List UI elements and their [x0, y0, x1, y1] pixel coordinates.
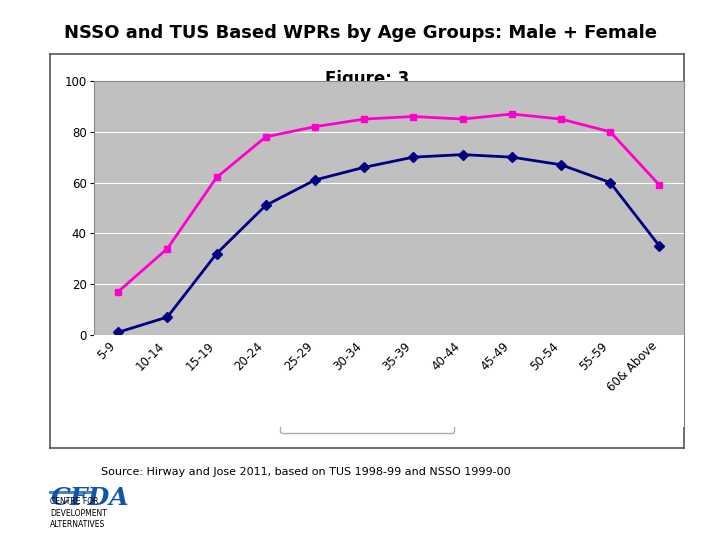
NSSO	[409, 154, 418, 160]
Legend: NSSO, TUS: NSSO, TUS	[280, 408, 454, 434]
Text: Source: Hirway and Jose 2011, based on TUS 1998-99 and NSSO 1999-00: Source: Hirway and Jose 2011, based on T…	[101, 467, 510, 477]
Text: 20-24: 20-24	[233, 340, 266, 373]
Text: 15-19: 15-19	[183, 340, 217, 373]
NSSO	[458, 151, 467, 158]
NSSO	[557, 161, 565, 168]
Text: 60& Above: 60& Above	[605, 340, 660, 394]
TUS	[311, 124, 320, 130]
TUS	[261, 133, 270, 140]
Text: 10-14: 10-14	[134, 340, 167, 373]
Text: 5-9: 5-9	[95, 340, 118, 362]
TUS	[163, 245, 172, 252]
NSSO	[655, 243, 664, 249]
NSSO	[360, 164, 369, 171]
Line: TUS: TUS	[114, 111, 663, 295]
Text: Figure: 3: Figure: 3	[325, 70, 410, 88]
Text: 35-39: 35-39	[380, 340, 413, 373]
NSSO	[261, 202, 270, 208]
Text: NSSO and TUS Based WPRs by Age Groups: Male + Female: NSSO and TUS Based WPRs by Age Groups: M…	[63, 24, 657, 42]
TUS	[409, 113, 418, 120]
Line: NSSO: NSSO	[114, 151, 663, 336]
Text: 30-34: 30-34	[331, 340, 364, 373]
Text: 25-29: 25-29	[282, 340, 315, 373]
Text: CENTRE FOR
DEVELOPMENT
ALTERNATIVES: CENTRE FOR DEVELOPMENT ALTERNATIVES	[50, 497, 107, 529]
Text: CFDA: CFDA	[50, 486, 129, 510]
NSSO	[163, 314, 172, 320]
NSSO	[212, 251, 221, 257]
NSSO	[311, 177, 320, 183]
NSSO	[508, 154, 516, 160]
TUS	[655, 182, 664, 188]
Text: 45-49: 45-49	[478, 340, 512, 373]
TUS	[212, 174, 221, 181]
NSSO	[606, 179, 614, 186]
TUS	[360, 116, 369, 122]
Text: 55-59: 55-59	[577, 340, 610, 373]
TUS	[114, 288, 122, 295]
NSSO	[114, 329, 122, 335]
TUS	[557, 116, 565, 122]
TUS	[508, 111, 516, 117]
Text: 40-44: 40-44	[429, 340, 462, 373]
TUS	[458, 116, 467, 122]
TUS	[606, 129, 614, 135]
Text: 50-54: 50-54	[528, 340, 561, 373]
